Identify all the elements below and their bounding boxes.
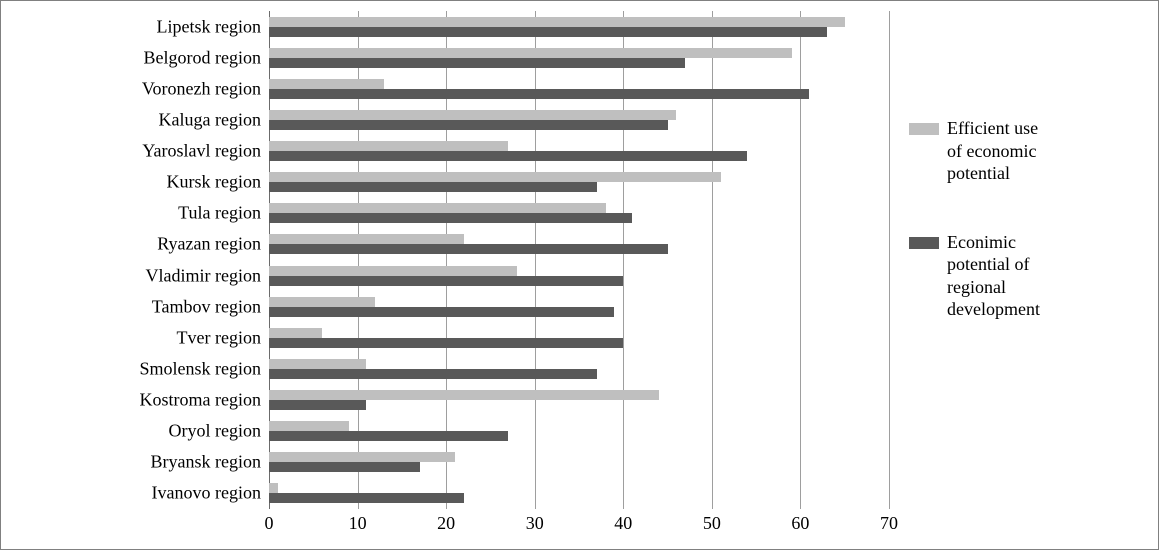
category-label: Ivanovo region [152, 483, 269, 504]
category-label: Tambov region [152, 296, 269, 317]
bar-econ_potential [269, 431, 508, 441]
x-tick-label: 10 [349, 509, 367, 534]
bar-efficient_use [269, 141, 508, 151]
gridline [712, 11, 713, 509]
bar-efficient_use [269, 203, 606, 213]
plot-area: 010203040506070Lipetsk regionBelgorod re… [269, 11, 889, 509]
bar-econ_potential [269, 369, 597, 379]
bar-efficient_use [269, 79, 384, 89]
legend-label: Efficient use of economic potential [947, 117, 1038, 185]
bar-econ_potential [269, 213, 632, 223]
x-tick-label: 0 [265, 509, 274, 534]
legend-item: Econimic potential of regional developme… [909, 231, 1040, 321]
gridline [800, 11, 801, 509]
bar-econ_potential [269, 244, 668, 254]
bar-econ_potential [269, 307, 614, 317]
bar-econ_potential [269, 493, 464, 503]
category-label: Oryol region [169, 421, 269, 442]
bar-efficient_use [269, 452, 455, 462]
bar-efficient_use [269, 234, 464, 244]
legend-label: Econimic potential of regional developme… [947, 231, 1040, 321]
category-label: Ryazan region [157, 234, 269, 255]
bar-econ_potential [269, 151, 747, 161]
bar-efficient_use [269, 483, 278, 493]
bar-econ_potential [269, 462, 420, 472]
legend-swatch [909, 237, 939, 249]
bar-econ_potential [269, 400, 366, 410]
bar-econ_potential [269, 276, 623, 286]
legend-swatch [909, 123, 939, 135]
bar-econ_potential [269, 89, 809, 99]
gridline [535, 11, 536, 509]
legend: Efficient use of economic potential Econi… [909, 117, 1040, 367]
category-label: Kaluga region [159, 109, 269, 130]
x-tick-label: 40 [614, 509, 632, 534]
bar-efficient_use [269, 421, 349, 431]
bar-efficient_use [269, 110, 676, 120]
category-label: Yaroslavl region [142, 141, 269, 162]
bar-efficient_use [269, 172, 721, 182]
gridline [889, 11, 890, 509]
category-label: Tula region [178, 203, 269, 224]
bar-econ_potential [269, 58, 685, 68]
category-label: Kursk region [167, 172, 269, 193]
x-tick-label: 60 [791, 509, 809, 534]
bar-efficient_use [269, 17, 845, 27]
bar-efficient_use [269, 390, 659, 400]
category-label: Kostroma region [140, 390, 269, 411]
x-tick-label: 20 [437, 509, 455, 534]
bar-efficient_use [269, 328, 322, 338]
category-label: Vladimir region [146, 265, 269, 286]
x-tick-label: 70 [880, 509, 898, 534]
category-label: Lipetsk region [157, 16, 269, 37]
category-label: Tver region [177, 327, 269, 348]
gridline [623, 11, 624, 509]
category-label: Bryansk region [151, 452, 269, 473]
bar-efficient_use [269, 48, 792, 58]
bar-econ_potential [269, 182, 597, 192]
bar-econ_potential [269, 120, 668, 130]
bar-efficient_use [269, 297, 375, 307]
category-label: Belgorod region [144, 47, 269, 68]
legend-item: Efficient use of economic potential [909, 117, 1040, 185]
bar-efficient_use [269, 359, 366, 369]
category-label: Voronezh region [142, 78, 269, 99]
x-tick-label: 30 [526, 509, 544, 534]
x-tick-label: 50 [703, 509, 721, 534]
bar-econ_potential [269, 27, 827, 37]
bar-econ_potential [269, 338, 623, 348]
chart-frame: 0 10 20 30 40 50 60 70 Lipetsk region Belgorod re… [0, 0, 1159, 550]
category-label: Smolensk region [140, 358, 270, 379]
bar-efficient_use [269, 266, 517, 276]
